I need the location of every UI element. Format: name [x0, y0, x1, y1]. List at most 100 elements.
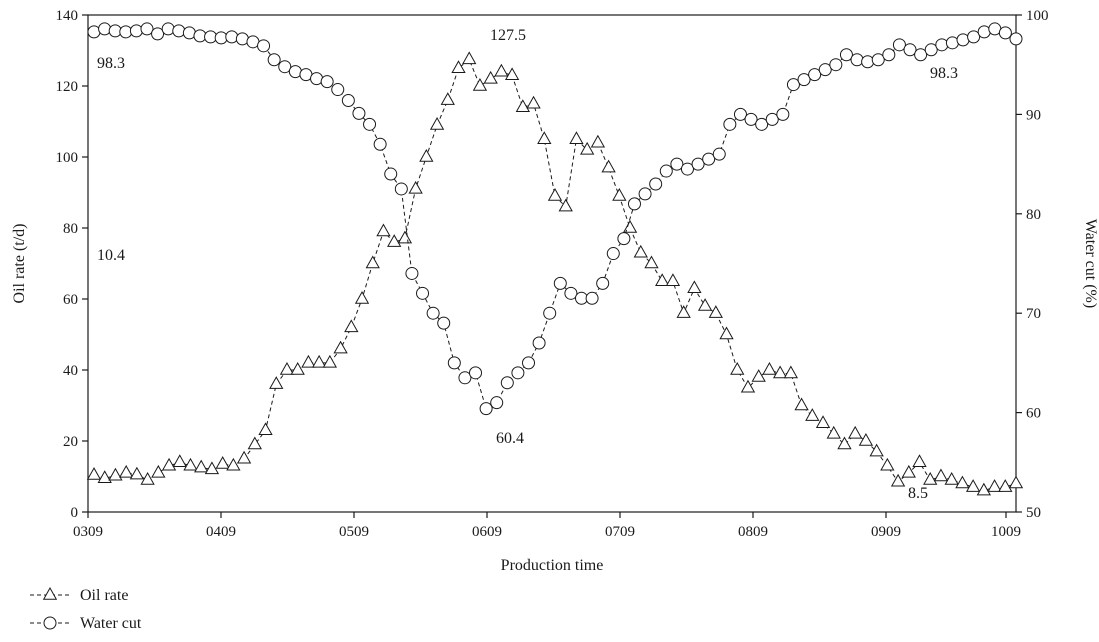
series-water-cut — [87, 22, 1023, 416]
data-point-circle — [394, 182, 408, 196]
data-point-triangle — [462, 51, 477, 65]
data-point-triangle — [483, 70, 498, 84]
series-line — [93, 58, 1017, 492]
data-point-circle — [553, 276, 567, 290]
x-tick-label: 0809 — [738, 524, 768, 540]
data-point-triangle — [204, 461, 220, 475]
data-point-circle — [755, 117, 769, 131]
data-point-circle — [522, 356, 536, 370]
data-point-triangle — [440, 92, 455, 105]
data-point-circle — [98, 22, 112, 36]
data-point-circle — [765, 112, 779, 126]
data-point-circle — [532, 336, 546, 350]
legend: Oil rate Water cut — [30, 586, 142, 632]
data-point-triangle — [794, 397, 809, 411]
data-point-circle — [850, 53, 864, 67]
x-tick-label: 0909 — [871, 524, 901, 540]
data-point-triangle — [783, 365, 799, 379]
data-point-triangle — [901, 464, 916, 478]
x-tick-label: 1009 — [991, 524, 1021, 540]
legend-item-water-cut: Water cut — [30, 615, 142, 632]
data-point-circle — [469, 366, 483, 380]
left-y-axis-title: Oil rate (t/d) — [11, 224, 28, 304]
data-point-triangle — [129, 466, 145, 480]
annotation-label: 127.5 — [490, 27, 526, 44]
data-point-triangle — [472, 77, 488, 91]
data-point-triangle — [537, 131, 552, 144]
annotation-label: 98.3 — [97, 55, 125, 72]
data-point-circle — [712, 147, 726, 161]
data-point-triangle — [740, 379, 756, 393]
data-point-triangle — [515, 99, 530, 112]
left-y-tick-label: 140 — [56, 8, 79, 24]
x-tick-label: 0709 — [605, 524, 635, 540]
data-point-circle — [818, 63, 832, 77]
data-point-circle — [320, 75, 334, 89]
data-point-circle — [331, 83, 345, 97]
data-point-triangle — [965, 479, 981, 492]
data-point-triangle — [494, 63, 509, 77]
data-point-circle — [786, 78, 800, 92]
data-point-triangle — [730, 361, 745, 375]
data-point-triangle — [601, 159, 616, 173]
left-y-tick-label: 120 — [56, 79, 79, 95]
data-point-triangle — [708, 305, 723, 318]
right-y-tick-label: 50 — [1026, 505, 1041, 521]
data-point-triangle — [890, 473, 906, 487]
data-point-triangle — [772, 365, 788, 379]
data-point-circle — [596, 276, 610, 290]
data-point-triangle — [848, 425, 863, 439]
data-point-circle — [702, 152, 716, 166]
data-point-triangle — [912, 454, 927, 467]
annotation-label: 8.5 — [908, 485, 928, 502]
data-point-circle — [278, 60, 292, 74]
data-point-triangle — [933, 468, 949, 482]
data-point-triangle — [365, 255, 380, 269]
data-point-circle — [172, 24, 186, 38]
left-y-tick-label: 40 — [63, 363, 78, 379]
data-point-triangle — [590, 134, 606, 148]
data-point-circle — [839, 48, 853, 62]
data-point-triangle — [697, 298, 713, 311]
data-point-circle — [861, 55, 875, 69]
data-point-triangle — [665, 273, 681, 286]
data-point-triangle — [944, 472, 959, 485]
right-y-tick-label: 100 — [1026, 8, 1049, 24]
data-point-triangle — [215, 456, 230, 469]
data-point-circle — [585, 291, 599, 305]
data-point-circle — [829, 58, 843, 72]
left-y-tick-label: 0 — [71, 505, 79, 521]
data-point-circle — [458, 371, 472, 385]
data-point-circle — [511, 366, 525, 380]
data-point-circle — [882, 48, 896, 62]
data-point-triangle — [837, 436, 852, 450]
data-point-triangle — [151, 464, 166, 478]
data-point-circle — [87, 25, 101, 39]
data-point-triangle — [644, 255, 659, 269]
left-y-tick-label: 80 — [63, 221, 78, 237]
x-tick-label: 0309 — [73, 524, 103, 540]
data-point-circle — [564, 286, 578, 300]
data-point-triangle — [419, 148, 434, 162]
data-point-circle — [426, 306, 440, 320]
data-point-triangle — [183, 457, 198, 471]
data-point-circle — [447, 356, 461, 370]
data-point-circle — [490, 396, 504, 410]
annotation-label: 10.4 — [97, 247, 125, 264]
data-point-circle — [744, 112, 758, 126]
data-point-circle — [617, 232, 631, 246]
data-point-triangle — [119, 464, 134, 478]
data-point-circle — [808, 68, 822, 82]
data-point-circle — [670, 157, 684, 171]
data-point-circle — [967, 30, 981, 44]
data-point-circle — [225, 30, 239, 44]
data-point-circle — [405, 266, 419, 280]
data-point-circle — [659, 164, 673, 178]
data-point-triangle — [311, 354, 327, 368]
data-point-triangle — [687, 280, 702, 294]
data-point-circle — [479, 402, 493, 416]
data-point-triangle — [376, 223, 391, 237]
data-point-circle — [649, 177, 663, 191]
data-point-triangle — [333, 340, 348, 354]
x-tick-label: 0409 — [206, 524, 236, 540]
